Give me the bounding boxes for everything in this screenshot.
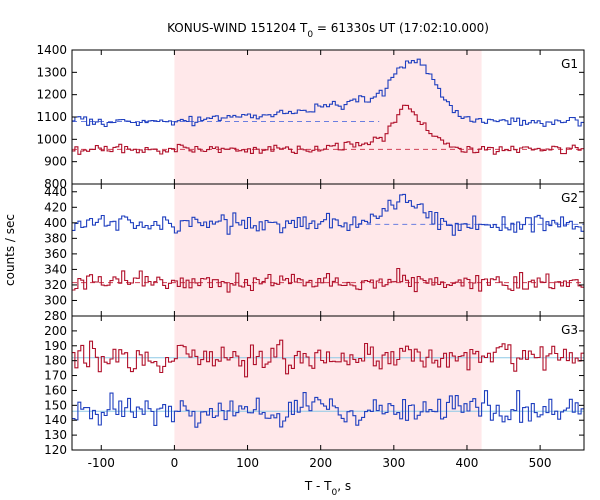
x-tick-label: 200	[309, 456, 332, 470]
panel-label: G2	[561, 191, 578, 205]
y-tick-label: 1200	[36, 88, 67, 102]
panel-frame-g3	[71, 315, 585, 451]
y-axis-label: counts / sec	[3, 214, 17, 286]
panel-label: G1	[561, 57, 578, 71]
x-tick-label: 0	[171, 456, 179, 470]
series-g3-0	[72, 339, 584, 378]
series-g2-0	[72, 193, 584, 236]
chart-title: KONUS-WIND 151204 T0 = 61330s UT (17:02:…	[167, 21, 489, 40]
y-tick-label: 340	[44, 262, 67, 276]
y-tick-label: 1100	[36, 110, 67, 124]
y-tick-label: 120	[44, 443, 67, 457]
chart-panels: 80090010001100120013001400G1280300320340…	[36, 43, 585, 470]
y-tick-label: 380	[44, 231, 67, 245]
x-axis-label: T - T0, s	[304, 479, 351, 498]
y-tick-label: 900	[44, 155, 67, 169]
series-g2-1	[72, 267, 584, 293]
panel-g1: 800 900 1000 1100 1200 1300 1400 G1	[36, 43, 585, 191]
y-tick-label: 300	[44, 293, 67, 307]
y-tick-label: 150	[44, 398, 67, 412]
y-tick-label: 130	[44, 428, 67, 442]
y-tick-label: 800	[44, 177, 67, 191]
x-tick-label: 500	[529, 456, 552, 470]
y-tick-label: 420	[44, 200, 67, 214]
x-tick-label: 100	[236, 456, 259, 470]
y-tick-label: 440	[44, 185, 67, 199]
series-g1-1	[72, 104, 584, 155]
y-tick-label: 320	[44, 278, 67, 292]
panel-label: G3	[561, 323, 578, 337]
series-g3-1	[72, 390, 584, 428]
y-tick-label: 140	[44, 413, 67, 427]
y-tick-label: 360	[44, 247, 67, 261]
x-tick-label: 300	[382, 456, 405, 470]
y-tick-label: 180	[44, 354, 67, 368]
y-tick-label: 1000	[36, 132, 67, 146]
x-tick-label: 400	[456, 456, 479, 470]
y-tick-label: 190	[44, 339, 67, 353]
highlight-interval	[174, 50, 482, 450]
series-g1-0	[72, 58, 584, 128]
y-tick-label: 1400	[36, 43, 67, 57]
y-tick-label: 170	[44, 369, 67, 383]
y-tick-label: 400	[44, 216, 67, 230]
y-tick-label: 160	[44, 383, 67, 397]
y-tick-label: 200	[44, 324, 67, 338]
y-tick-label: 280	[44, 309, 67, 323]
x-tick-label: -100	[88, 456, 115, 470]
y-tick-label: 1300	[36, 65, 67, 79]
